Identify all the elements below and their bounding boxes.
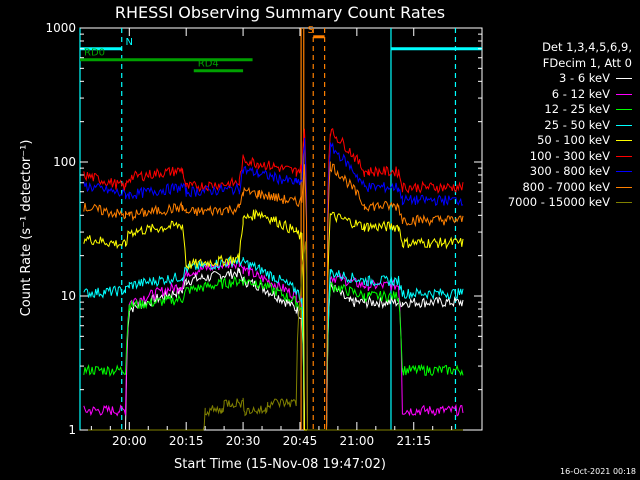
legend-label: 300 - 800 keV (529, 164, 610, 178)
legend-label: 7000 - 15000 keV (507, 195, 610, 209)
chart-title: RHESSI Observing Summary Count Rates (115, 3, 445, 22)
y-tick-label-3: 1000 (45, 21, 76, 35)
x-tick-label-1: 20:15 (169, 434, 204, 448)
legend-swatch (616, 140, 632, 142)
series-line-6 (83, 137, 464, 431)
legend-label: 800 - 7000 keV (522, 179, 610, 194)
series-line-7 (83, 161, 464, 431)
legend-header-0: Det 1,3,4,5,6,9, (542, 40, 632, 54)
legend-entry-8: 7000 - 15000 keV (508, 195, 632, 211)
legend-label: 100 - 300 keV (529, 148, 610, 163)
legend-swatch (616, 171, 632, 173)
legend-entry-0: 3 - 6 keV (508, 71, 632, 87)
annotation-label-3: S (308, 25, 314, 36)
timestamp: 16-Oct-2021 00:18 (560, 467, 636, 476)
legend-swatch (616, 78, 632, 80)
x-tick-label-4: 21:00 (340, 434, 375, 448)
legend-header-1: FDecim 1, Att 0 (542, 55, 632, 70)
annotation-label-0: N (126, 37, 133, 48)
x-tick-label-3: 20:45 (283, 434, 318, 448)
annotation-label-2: RD4 (198, 59, 219, 70)
legend-swatch (616, 186, 632, 188)
legend-label: 3 - 6 keV (559, 71, 610, 85)
x-tick-label-0: 20:00 (112, 434, 147, 448)
series-line-0 (83, 267, 464, 431)
y-tick-label-2: 100 (53, 155, 76, 169)
legend-label: 25 - 50 keV (544, 117, 610, 132)
x-tick-label-2: 20:30 (226, 434, 261, 448)
legend-entry-2: 12 - 25 keV (508, 102, 632, 118)
x-axis-label: Start Time (15-Nov-08 19:47:02) (174, 457, 386, 472)
legend-swatch (616, 155, 632, 157)
legend-entry-5: 100 - 300 keV (508, 149, 632, 165)
legend-swatch (616, 202, 632, 204)
y-axis-label: Count Rate (s⁻¹ detector⁻¹) (19, 140, 34, 317)
legend-label: 6 - 12 keV (551, 86, 610, 101)
y-axis: 1 10 100 1000 (45, 21, 482, 437)
legend-label: 50 - 100 keV (537, 133, 610, 147)
series-line-5 (83, 128, 464, 431)
legend-entry-1: 6 - 12 keV (508, 87, 632, 103)
y-tick-label-0: 1 (68, 423, 76, 437)
series-line-3 (83, 255, 464, 431)
legend-swatch (616, 109, 632, 111)
series-line-2 (83, 275, 464, 431)
legend-entry-6: 300 - 800 keV (508, 164, 632, 180)
legend-entry-7: 800 - 7000 keV (508, 180, 632, 196)
x-tick-label-5: 21:15 (396, 434, 431, 448)
legend-swatch (616, 93, 632, 95)
series-line-8 (83, 241, 463, 431)
plot-area: N RD0 RD4 S (79, 25, 483, 431)
legend-entry-4: 50 - 100 keV (508, 133, 632, 149)
series-line-4 (83, 208, 464, 431)
legend-label: 12 - 25 keV (544, 102, 610, 116)
annotation-label-1: RD0 (84, 48, 105, 59)
y-tick-label-1: 10 (61, 289, 76, 303)
x-axis: 20:00 20:15 20:30 20:45 21:00 21:15 (90, 28, 453, 448)
legend-entry-3: 25 - 50 keV (508, 118, 632, 134)
legend-swatch (616, 124, 632, 126)
